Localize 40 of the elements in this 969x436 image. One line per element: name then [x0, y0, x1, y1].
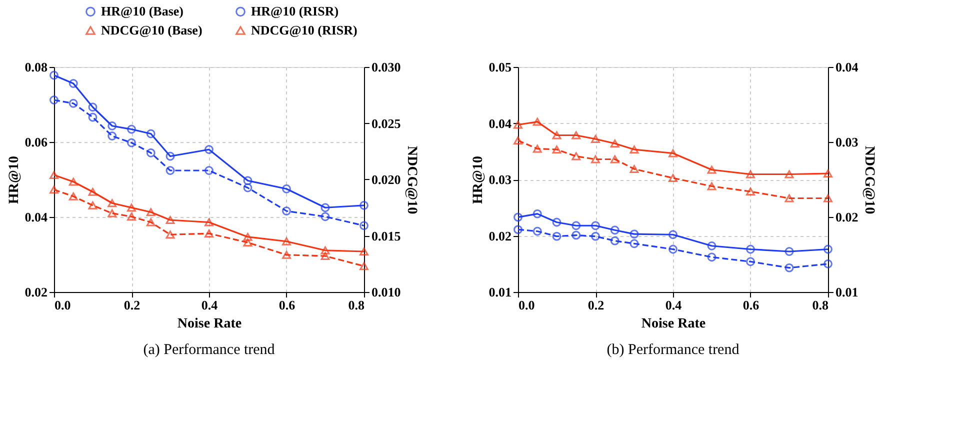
x-tick-label: 0.0	[518, 298, 535, 312]
legend-label: HR@10 (Base)	[101, 4, 184, 19]
y2-tick-label: 0.02	[836, 210, 858, 224]
x-tick-label: 0.4	[201, 298, 218, 312]
y-tick-label: 0.05	[488, 60, 512, 74]
y-tick-label: 0.08	[24, 60, 48, 74]
y-tick-label: 0.06	[24, 134, 48, 150]
x-tick-label: 0.2	[124, 298, 140, 312]
text: (b) Performance trend	[606, 342, 740, 358]
y-tick-label: 0.01	[488, 284, 512, 300]
y2-axis-title: NDCG@10	[404, 146, 419, 214]
legend-label: NDCG@10 (Base)	[101, 22, 202, 38]
legend-label: HR@10 (RISR)	[251, 4, 339, 19]
x-axis-title: Noise Rate	[641, 316, 706, 332]
y2-tick-label: 0.030	[372, 60, 401, 74]
y2-tick-label: 0.01	[836, 284, 858, 300]
y2-tick-label: 0.03	[836, 134, 859, 150]
x-tick-label: 0.8	[812, 298, 829, 312]
y2-tick-label: 0.025	[372, 116, 402, 131]
y-tick-label: 0.02	[488, 228, 512, 244]
x-tick-label: 0.6	[742, 298, 760, 312]
y-axis-title: HR@10	[6, 156, 22, 204]
y-tick-label: 0.04	[488, 116, 512, 131]
x-tick-label: 0.8	[348, 298, 365, 312]
y2-axis-title: NDCG@10	[861, 146, 876, 214]
y-axis-title: HR@10	[470, 156, 486, 204]
x-axis-title: Noise Rate	[177, 316, 242, 332]
x-tick-label: 0.0	[54, 298, 71, 312]
x-tick-label: 0.6	[278, 298, 296, 312]
y2-tick-label: 0.04	[836, 60, 859, 74]
y2-tick-label: 0.015	[372, 228, 402, 244]
y2-tick-label: 0.020	[372, 172, 401, 187]
y-tick-label: 0.04	[24, 210, 48, 224]
y2-tick-label: 0.010	[372, 284, 401, 300]
x-tick-label: 0.2	[588, 298, 604, 312]
text: (a) Performance trend	[143, 342, 276, 358]
y-tick-label: 0.02	[24, 284, 48, 300]
x-tick-label: 0.4	[665, 298, 682, 312]
y-tick-label: 0.03	[488, 172, 512, 187]
legend-label: NDCG@10 (RISR)	[251, 22, 358, 38]
